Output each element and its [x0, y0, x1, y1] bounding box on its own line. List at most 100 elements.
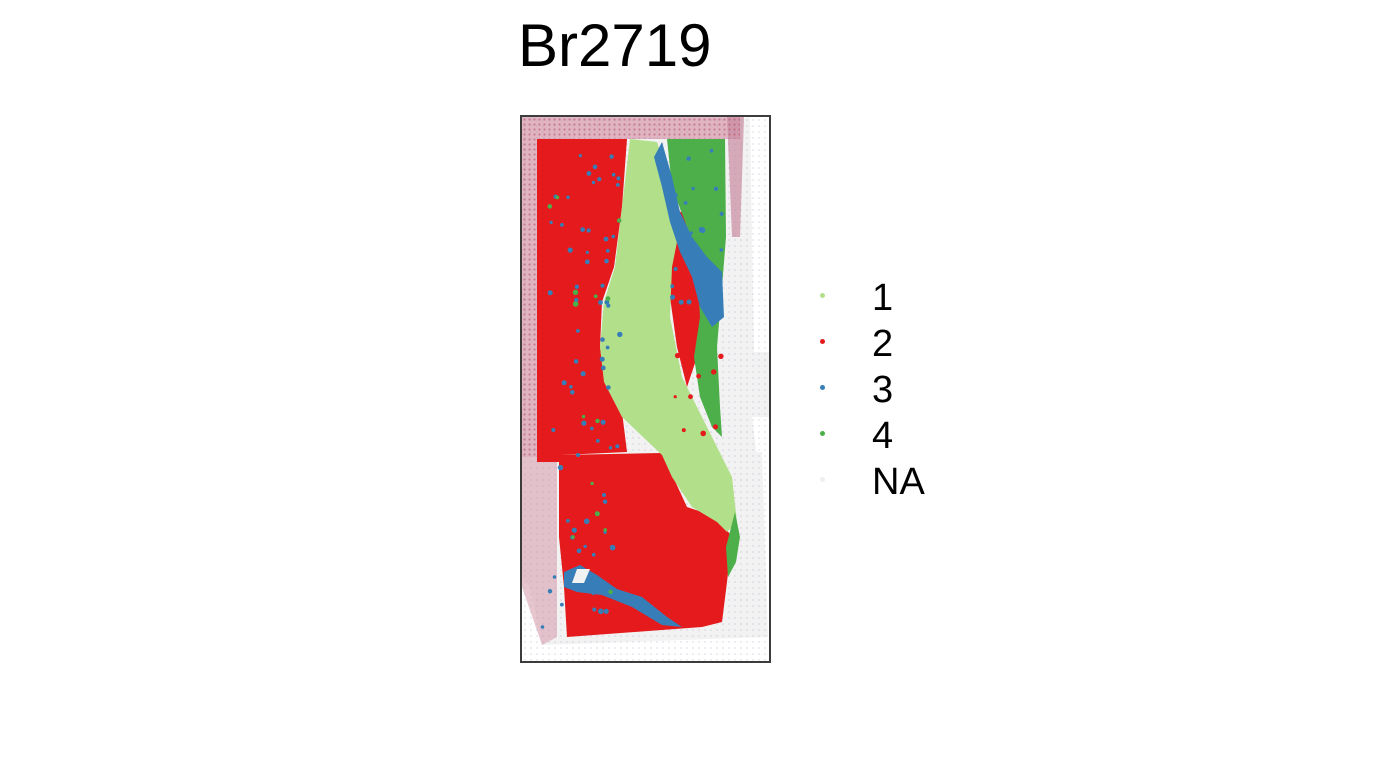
- scatter-point: [603, 528, 607, 532]
- scatter-point: [574, 284, 579, 289]
- scatter-point: [540, 625, 545, 629]
- scatter-point: [580, 227, 585, 232]
- scatter-point: [604, 589, 609, 595]
- scatter-point: [567, 247, 573, 253]
- scatter-point: [673, 219, 678, 224]
- scatter-point: [571, 535, 575, 539]
- legend-label-1: 1: [872, 277, 894, 319]
- scatter-point: [557, 464, 564, 471]
- chart-title: Br2719: [518, 12, 712, 79]
- scatter-point: [617, 331, 623, 338]
- scatter-point: [598, 608, 604, 615]
- legend-dot-4: [820, 431, 825, 436]
- scatter-point: [606, 303, 611, 308]
- scatter-point: [602, 499, 608, 504]
- scatter-point: [576, 329, 580, 333]
- scatter-point: [696, 373, 701, 379]
- scatter-point: [600, 337, 605, 342]
- scatter-point: [719, 248, 724, 252]
- scatter-point: [608, 446, 613, 450]
- scatter-point: [595, 418, 600, 424]
- scatter-point: [573, 359, 579, 364]
- scatter-point: [569, 385, 573, 389]
- legend-dot-3: [820, 385, 825, 390]
- scatter-point: [615, 444, 620, 449]
- scatter-point: [594, 511, 600, 517]
- scatter-point: [549, 220, 553, 225]
- scatter-point: [597, 177, 602, 182]
- scatter-point: [670, 294, 675, 300]
- scatter-point: [600, 365, 606, 371]
- scatter-point: [595, 439, 600, 443]
- scatter-point: [673, 395, 677, 399]
- scatter-point: [555, 195, 560, 200]
- legend-dot-2: [820, 339, 825, 344]
- scatter-point: [674, 352, 681, 359]
- scatter-point: [591, 552, 596, 557]
- scatter-point: [570, 390, 575, 395]
- scatter-point: [605, 345, 610, 350]
- legend-dot-na: [820, 477, 825, 482]
- scatter-point: [698, 226, 705, 233]
- scatter-point: [605, 296, 611, 301]
- scatter-point: [700, 430, 706, 437]
- scatter-point: [683, 201, 688, 205]
- scatter-point: [552, 575, 557, 579]
- scatter-point: [566, 519, 570, 523]
- cluster-4-edge: [726, 512, 740, 577]
- scatter-point: [590, 426, 594, 431]
- legend-label-4: 4: [872, 415, 894, 457]
- scatter-point: [611, 234, 616, 239]
- scatter-point: [609, 154, 614, 159]
- scatter-point: [591, 590, 596, 596]
- scatter-point: [578, 154, 582, 158]
- scatter-point: [547, 290, 553, 296]
- scatter-point: [590, 481, 594, 486]
- scatter-point: [605, 248, 610, 253]
- cluster-3-vessel: [564, 565, 682, 627]
- scatter-point: [719, 211, 724, 216]
- scatter-point: [603, 236, 609, 242]
- scatter-point: [576, 453, 580, 457]
- spatial-plot-panel: [520, 115, 771, 663]
- scatter-point: [615, 183, 620, 187]
- scatter-point: [572, 301, 579, 307]
- scatter-point: [584, 259, 590, 265]
- scatter-point: [592, 607, 597, 612]
- legend-label-na: NA: [872, 461, 925, 503]
- scatter-point: [566, 195, 570, 200]
- scatter-point: [600, 283, 605, 288]
- scatter-point: [571, 527, 577, 533]
- cluster-3-band: [654, 142, 724, 327]
- scatter-point: [672, 192, 678, 198]
- scatter-point: [602, 493, 606, 497]
- scatter-point: [710, 307, 715, 312]
- scatter-point: [604, 299, 610, 305]
- legend-dot-1: [820, 293, 825, 298]
- scatter-point: [583, 544, 587, 549]
- scatter-point: [694, 279, 698, 283]
- scatter-point: [713, 186, 719, 191]
- scatter-point: [616, 176, 621, 181]
- scatter-point: [560, 602, 564, 607]
- scatter-point: [679, 322, 684, 327]
- scatter-point: [670, 284, 675, 289]
- scatter-point: [709, 148, 714, 153]
- scatter-point: [611, 172, 616, 177]
- scatter-point: [572, 289, 579, 295]
- scatter-point: [592, 164, 598, 170]
- scatter-point: [686, 299, 692, 305]
- scatter-point: [606, 385, 611, 390]
- scatter-point: [604, 258, 609, 264]
- legend-label-3: 3: [872, 369, 894, 411]
- scatter-point: [583, 518, 590, 525]
- scatter-point: [586, 171, 592, 176]
- scatter-point: [591, 180, 596, 185]
- scatter-point: [580, 371, 586, 377]
- scatter-point: [673, 209, 678, 214]
- scatter-point: [547, 589, 553, 594]
- scatter-point: [616, 218, 622, 223]
- scatter-point: [547, 204, 553, 209]
- scatter-point: [691, 186, 695, 191]
- scatter-point: [718, 353, 724, 359]
